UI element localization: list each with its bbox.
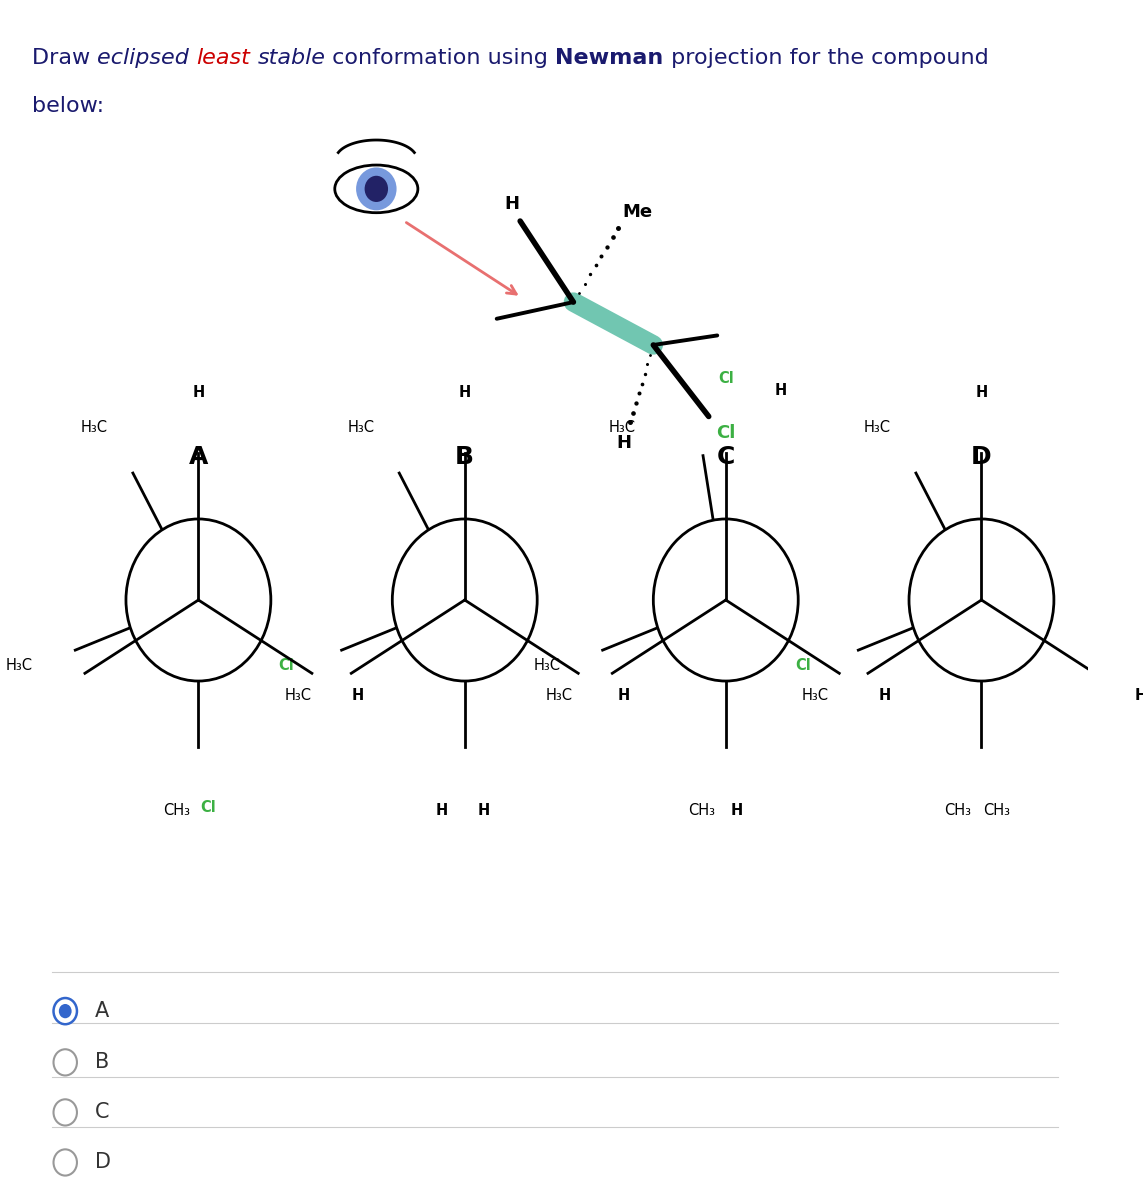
Text: H: H	[617, 688, 630, 703]
Circle shape	[54, 1099, 77, 1126]
Circle shape	[54, 1049, 77, 1075]
Text: H: H	[351, 688, 363, 703]
Ellipse shape	[335, 166, 418, 212]
Text: H₃C: H₃C	[6, 658, 33, 673]
Circle shape	[654, 518, 798, 682]
Text: H₃C: H₃C	[347, 420, 374, 434]
Text: H₃C: H₃C	[864, 420, 890, 434]
Circle shape	[909, 518, 1054, 682]
Circle shape	[392, 518, 537, 682]
Text: projection for the compound: projection for the compound	[664, 48, 989, 68]
Text: stable: stable	[257, 48, 326, 68]
Text: D: D	[972, 445, 992, 469]
Text: H: H	[192, 385, 205, 400]
Text: B: B	[455, 445, 474, 469]
Circle shape	[365, 175, 387, 202]
Text: CH₃: CH₃	[984, 803, 1010, 817]
Text: H: H	[504, 196, 519, 214]
Text: H₃C: H₃C	[81, 420, 107, 434]
Text: conformation using: conformation using	[326, 48, 555, 68]
Text: CH₃: CH₃	[944, 803, 970, 817]
Circle shape	[54, 998, 77, 1025]
Circle shape	[126, 518, 271, 682]
Text: H: H	[775, 383, 786, 398]
Text: H: H	[458, 385, 471, 400]
Text: A: A	[95, 1001, 110, 1021]
Text: H: H	[975, 385, 988, 400]
Text: eclipsed: eclipsed	[97, 48, 197, 68]
Text: A: A	[189, 445, 208, 469]
Ellipse shape	[357, 168, 397, 210]
Text: C: C	[95, 1103, 110, 1122]
Text: B: B	[95, 1052, 110, 1073]
Text: C: C	[717, 445, 735, 469]
Text: Newman: Newman	[555, 48, 664, 68]
Text: Cl: Cl	[718, 371, 734, 385]
FancyArrowPatch shape	[407, 222, 517, 294]
Text: H: H	[478, 803, 490, 817]
Text: Me: Me	[622, 203, 653, 221]
Text: Cl: Cl	[716, 424, 735, 442]
Text: least: least	[197, 48, 250, 68]
Text: H₃C: H₃C	[534, 658, 560, 673]
Text: H: H	[1134, 688, 1143, 703]
Text: H₃C: H₃C	[608, 420, 636, 434]
Text: Draw: Draw	[32, 48, 97, 68]
Text: H₃C: H₃C	[801, 688, 829, 703]
Text: Cl: Cl	[278, 658, 294, 673]
Text: Cl: Cl	[200, 800, 216, 815]
Text: H: H	[435, 803, 447, 817]
Text: Cl: Cl	[794, 658, 810, 673]
Text: H: H	[879, 688, 890, 703]
Text: CH₃: CH₃	[688, 803, 716, 817]
Circle shape	[58, 1004, 72, 1019]
Text: H: H	[616, 433, 631, 451]
Text: CH₃: CH₃	[163, 803, 190, 817]
Text: D: D	[95, 1152, 111, 1172]
Circle shape	[54, 1150, 77, 1176]
Text: below:: below:	[32, 96, 104, 116]
Text: H₃C: H₃C	[546, 688, 573, 703]
Text: H₃C: H₃C	[285, 688, 312, 703]
Text: H: H	[732, 803, 743, 817]
